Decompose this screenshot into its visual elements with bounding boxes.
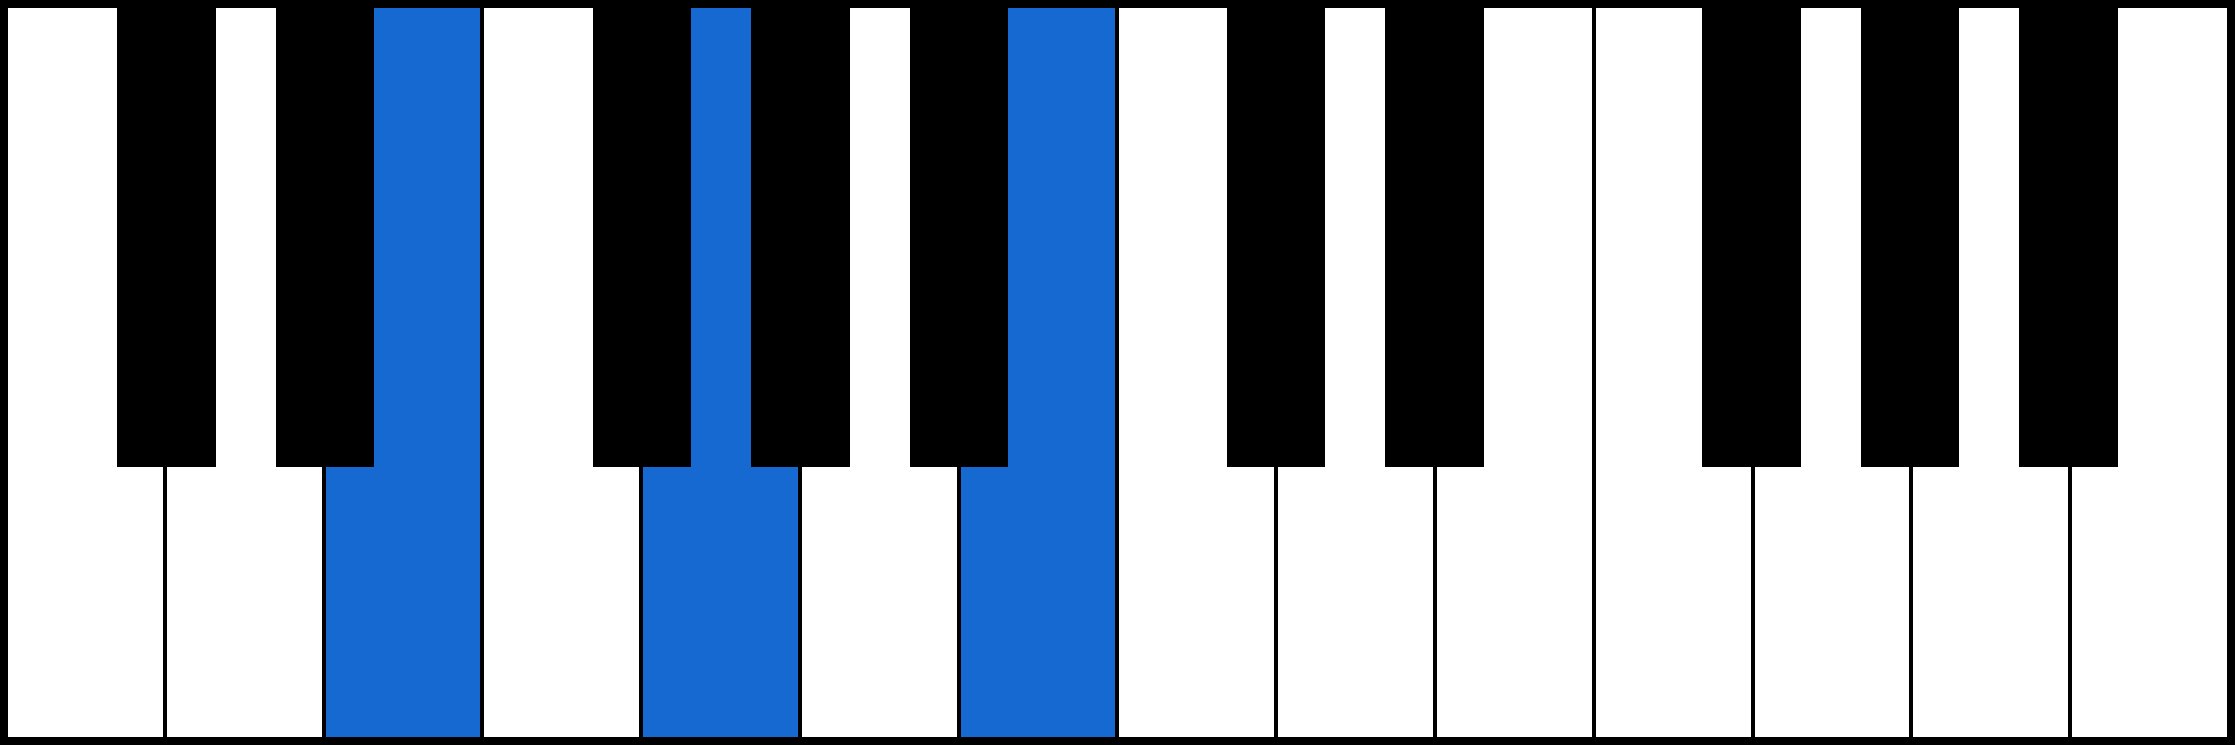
black-key-0 (117, 8, 215, 467)
black-key-4 (910, 8, 1008, 467)
black-key-2 (593, 8, 691, 467)
black-key-6 (1385, 8, 1483, 467)
black-key-9 (2019, 8, 2117, 467)
piano-keyboard (0, 0, 2235, 745)
black-key-1 (276, 8, 374, 467)
black-key-3 (751, 8, 849, 467)
black-key-5 (1227, 8, 1325, 467)
black-key-8 (1861, 8, 1959, 467)
black-key-7 (1702, 8, 1800, 467)
